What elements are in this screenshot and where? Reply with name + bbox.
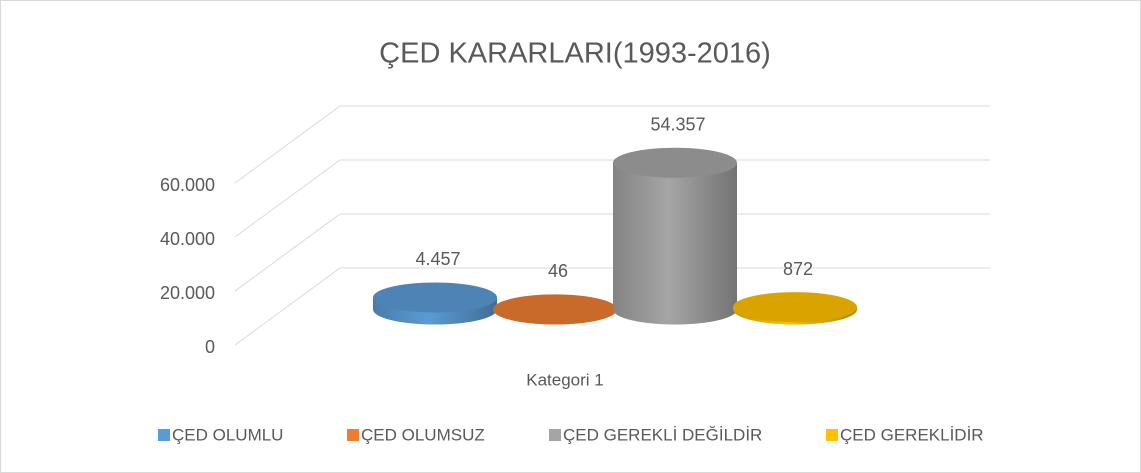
grid-line [234, 267, 990, 346]
bar-top [733, 292, 857, 323]
data-label: 4.457 [415, 249, 460, 269]
x-tick-label: Kategori 1 [526, 370, 604, 389]
grid-line [234, 105, 990, 184]
y-tick-label: 40.000 [160, 229, 215, 249]
legend-label: ÇED GEREKLİDİR [840, 425, 984, 444]
legend-swatch [549, 429, 561, 441]
bar-top [613, 147, 737, 178]
bar-top [373, 282, 497, 313]
bar [613, 162, 737, 325]
data-label: 46 [548, 261, 568, 281]
grid-line [234, 159, 990, 238]
legend-swatch [158, 429, 170, 441]
legend-swatch [826, 429, 838, 441]
data-label: 54.357 [650, 114, 705, 134]
y-tick-label: 0 [205, 337, 215, 357]
legend-swatch [347, 429, 359, 441]
legend-label: ÇED GEREKLİ DEĞİLDİR [563, 425, 762, 444]
chart-title: ÇED KARARLARI(1993-2016) [379, 38, 771, 70]
legend-label: ÇED OLUMLU [172, 425, 283, 444]
legend-label: ÇED OLUMSUZ [361, 425, 485, 444]
grid-line [234, 213, 990, 292]
data-label: 872 [783, 259, 813, 279]
bar-top [493, 294, 617, 325]
y-tick-label: 20.000 [160, 283, 215, 303]
y-tick-label: 60.000 [160, 175, 215, 195]
